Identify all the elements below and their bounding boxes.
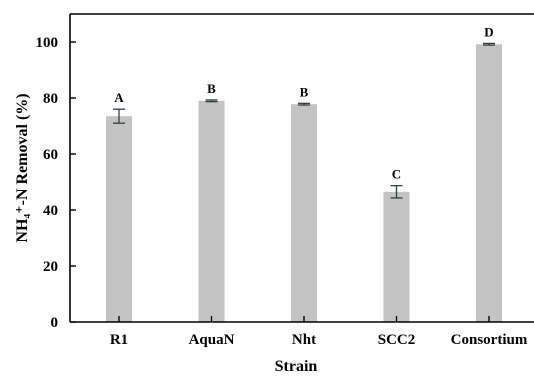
- bar: [198, 100, 225, 322]
- x-tick-label: SCC2: [378, 332, 416, 348]
- y-tick-label: 0: [51, 315, 59, 331]
- significance-label: B: [300, 84, 309, 99]
- bar: [106, 116, 132, 322]
- y-tick-label: 20: [43, 259, 58, 275]
- bar: [476, 44, 502, 323]
- significance-label: B: [207, 81, 216, 96]
- y-tick-label: 80: [43, 91, 58, 107]
- significance-label: D: [484, 24, 493, 39]
- bars: [106, 44, 502, 323]
- x-tick-label: Consortium: [451, 332, 528, 348]
- x-axis-ticks: R1 AquaN Nht SCC2 Consortium: [110, 316, 528, 348]
- y-tick-label: 60: [43, 147, 58, 163]
- y-axis-title: NH₄⁺-N Removal (%): [14, 93, 31, 242]
- bar: [383, 191, 410, 322]
- x-tick-label: AquaN: [189, 332, 235, 348]
- error-bars: [113, 42, 495, 199]
- significance-labels: A B B C D: [114, 24, 493, 181]
- x-tick-label: Nht: [292, 332, 316, 348]
- bar: [291, 104, 317, 322]
- significance-label: A: [114, 90, 124, 105]
- y-axis-ticks: 0 20 40 60 80 100: [36, 35, 76, 331]
- y-tick-label: 40: [43, 203, 58, 219]
- significance-label: C: [392, 167, 401, 182]
- x-axis-title: Strain: [275, 358, 318, 375]
- y-tick-label: 100: [36, 35, 59, 51]
- x-tick-label: R1: [110, 332, 128, 348]
